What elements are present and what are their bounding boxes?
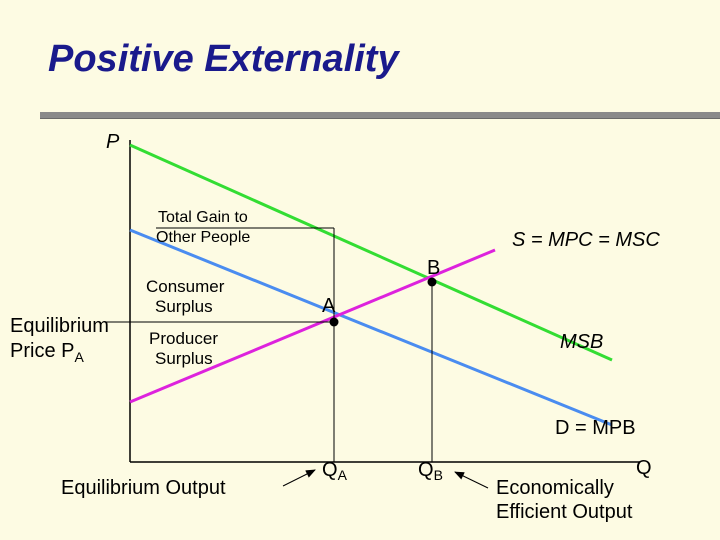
msb-curve xyxy=(129,143,613,362)
consumer-surplus-label-line2: Surplus xyxy=(155,297,213,316)
point-a-marker xyxy=(329,317,339,327)
efficient-output-label-line1: Economically xyxy=(496,477,614,499)
supply-curve xyxy=(129,248,496,404)
qb-label: QB xyxy=(418,459,443,483)
qa-label: QA xyxy=(322,459,348,483)
consumer-surplus-label-line1: Consumer xyxy=(146,277,225,296)
q-axis-label: Q xyxy=(636,457,652,479)
msb-curve-label: MSB xyxy=(560,331,603,353)
efficient-output-label-line2: Efficient Output xyxy=(496,501,633,523)
equilibrium-output-arrow xyxy=(282,469,316,487)
equilibrium-price-label-line1: Equilibrium xyxy=(10,315,109,337)
equilibrium-price-label-line2: Price PA xyxy=(10,340,84,365)
total-gain-label-line2: Other People xyxy=(156,229,250,246)
mpb-demand-curve xyxy=(129,228,613,427)
y-axis-label: P xyxy=(106,131,120,153)
point-b-marker xyxy=(427,277,437,287)
point-a-label: A xyxy=(322,295,336,317)
equilibrium-output-label: Equilibrium Output xyxy=(61,477,226,499)
mpb-demand-curve-label: D = MPB xyxy=(555,417,636,439)
total-gain-label-line1: Total Gain to xyxy=(158,209,248,226)
efficient-output-arrow xyxy=(454,471,489,489)
slide-title: Positive Externality xyxy=(48,38,399,80)
producer-surplus-label-line2: Surplus xyxy=(155,349,213,368)
point-b-label: B xyxy=(427,257,440,279)
producer-surplus-label-line1: Producer xyxy=(149,329,218,348)
title-divider xyxy=(40,112,720,118)
supply-curve-label: S = MPC = MSC xyxy=(512,229,660,251)
